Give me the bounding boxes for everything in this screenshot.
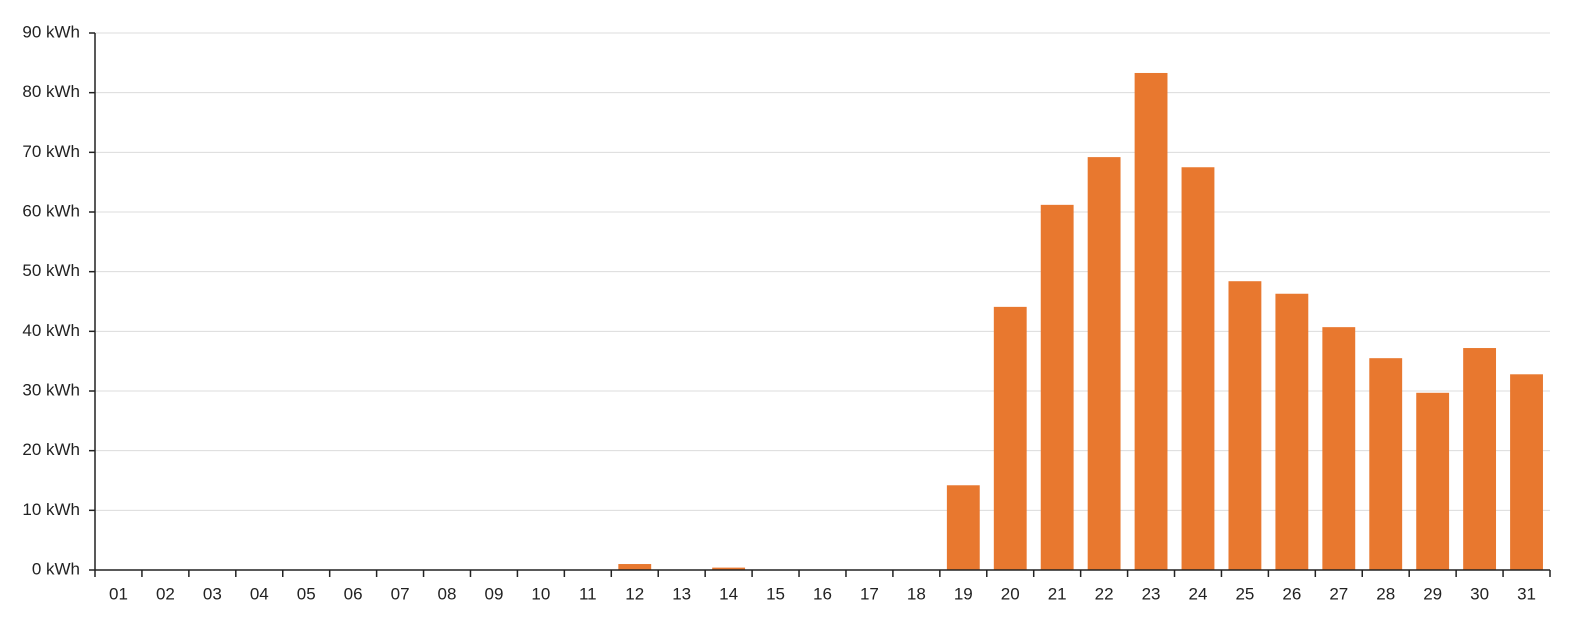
x-tick-label: 07 xyxy=(391,584,410,603)
y-tick-label: 50 kWh xyxy=(22,261,80,280)
bar xyxy=(1228,281,1262,570)
x-tick-label: 03 xyxy=(203,584,222,603)
y-tick-label: 90 kWh xyxy=(22,22,80,41)
y-tick-label: 40 kWh xyxy=(22,321,80,340)
x-tick-label: 27 xyxy=(1329,584,1348,603)
y-tick-label: 20 kWh xyxy=(22,440,80,459)
y-tick-label: 0 kWh xyxy=(32,559,80,578)
x-tick-label: 30 xyxy=(1470,584,1489,603)
x-tick-label: 02 xyxy=(156,584,175,603)
x-tick-label: 17 xyxy=(860,584,879,603)
x-tick-label: 16 xyxy=(813,584,832,603)
x-tick-label: 21 xyxy=(1048,584,1067,603)
bar xyxy=(712,567,746,570)
x-tick-label: 10 xyxy=(531,584,550,603)
x-tick-label: 06 xyxy=(344,584,363,603)
x-tick-label: 20 xyxy=(1001,584,1020,603)
bar xyxy=(1134,72,1168,570)
x-tick-label: 13 xyxy=(672,584,691,603)
x-tick-label: 15 xyxy=(766,584,785,603)
bar xyxy=(1416,392,1450,570)
y-tick-label: 60 kWh xyxy=(22,201,80,220)
y-tick-label: 30 kWh xyxy=(22,380,80,399)
x-tick-label: 24 xyxy=(1189,584,1208,603)
y-tick-label: 80 kWh xyxy=(22,82,80,101)
bar xyxy=(1463,348,1497,570)
bar xyxy=(618,564,652,570)
x-tick-label: 23 xyxy=(1142,584,1161,603)
x-tick-label: 26 xyxy=(1282,584,1301,603)
bar xyxy=(1369,358,1403,570)
x-tick-label: 29 xyxy=(1423,584,1442,603)
bar xyxy=(1275,293,1309,570)
x-tick-label: 12 xyxy=(625,584,644,603)
bar xyxy=(1181,167,1215,570)
x-tick-label: 28 xyxy=(1376,584,1395,603)
x-tick-label: 11 xyxy=(579,584,597,603)
x-tick-label: 25 xyxy=(1235,584,1254,603)
bar xyxy=(1322,327,1356,570)
bar xyxy=(1510,374,1543,570)
x-tick-label: 19 xyxy=(954,584,973,603)
x-tick-label: 22 xyxy=(1095,584,1114,603)
x-tick-label: 05 xyxy=(297,584,316,603)
bar xyxy=(993,306,1027,570)
x-tick-label: 01 xyxy=(109,584,128,603)
bar xyxy=(1087,157,1121,570)
y-tick-label: 70 kWh xyxy=(22,142,80,161)
y-tick-label: 10 kWh xyxy=(22,500,80,519)
x-tick-label: 09 xyxy=(484,584,503,603)
x-tick-label: 08 xyxy=(438,584,457,603)
bar xyxy=(1040,204,1074,570)
x-tick-label: 14 xyxy=(719,584,738,603)
x-tick-label: 04 xyxy=(250,584,269,603)
x-tick-label: 31 xyxy=(1517,584,1536,603)
bar xyxy=(946,485,980,570)
x-tick-label: 18 xyxy=(907,584,926,603)
